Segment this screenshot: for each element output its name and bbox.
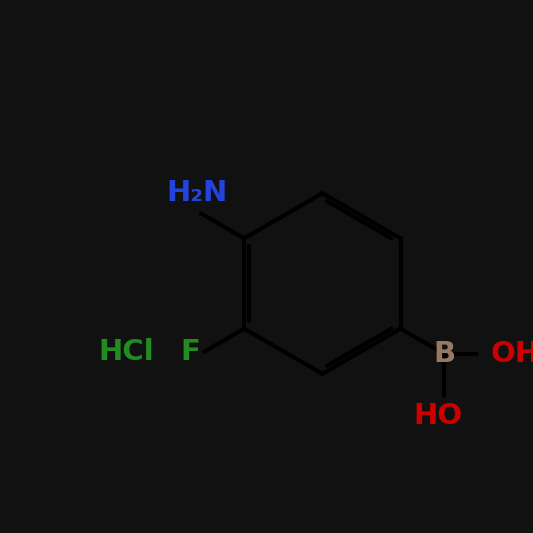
- Text: HCl: HCl: [99, 338, 154, 366]
- Text: H₂N: H₂N: [166, 179, 228, 207]
- Text: B: B: [433, 340, 455, 368]
- Text: F: F: [181, 338, 200, 366]
- Text: OH: OH: [490, 340, 533, 368]
- Text: HO: HO: [413, 402, 462, 430]
